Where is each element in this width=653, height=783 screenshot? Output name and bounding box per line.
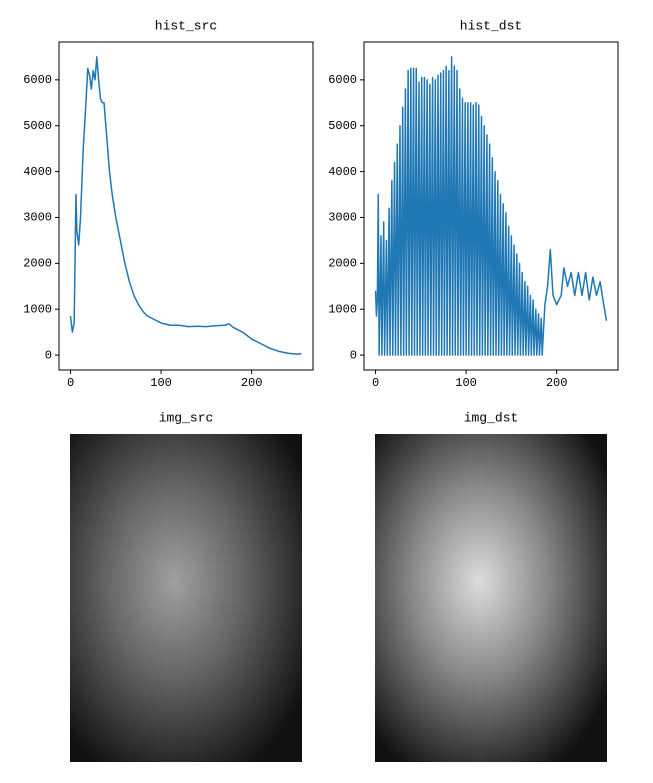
y-tick-label: 0 xyxy=(45,348,52,362)
x-tick-label: 200 xyxy=(546,376,568,390)
y-tick-label: 5000 xyxy=(328,119,357,133)
chart-title: img_dst xyxy=(464,410,519,425)
chart-title: hist_src xyxy=(155,18,217,33)
x-tick-label: 200 xyxy=(241,376,263,390)
image xyxy=(70,434,302,762)
plot-frame xyxy=(58,41,314,371)
chart-title: hist_dst xyxy=(460,18,522,33)
y-tick-label: 3000 xyxy=(23,211,52,225)
chart-title: img_src xyxy=(159,410,214,425)
y-tick-label: 4000 xyxy=(328,165,357,179)
x-tick-label: 100 xyxy=(455,376,477,390)
y-tick-label: 4000 xyxy=(23,165,52,179)
data-line xyxy=(69,56,302,355)
x-tick-label: 0 xyxy=(67,376,74,390)
y-tick-label: 5000 xyxy=(23,119,52,133)
y-tick-label: 2000 xyxy=(328,257,357,271)
image xyxy=(375,434,607,762)
y-tick-label: 6000 xyxy=(328,73,357,87)
y-tick-label: 6000 xyxy=(23,73,52,87)
y-tick-label: 3000 xyxy=(328,211,357,225)
y-tick-label: 0 xyxy=(350,348,357,362)
x-tick-label: 100 xyxy=(150,376,172,390)
plot-frame xyxy=(363,41,619,371)
y-tick-label: 1000 xyxy=(23,302,52,316)
y-tick-label: 1000 xyxy=(328,302,357,316)
data-line xyxy=(374,56,608,356)
x-tick-label: 0 xyxy=(372,376,379,390)
y-tick-label: 2000 xyxy=(23,257,52,271)
